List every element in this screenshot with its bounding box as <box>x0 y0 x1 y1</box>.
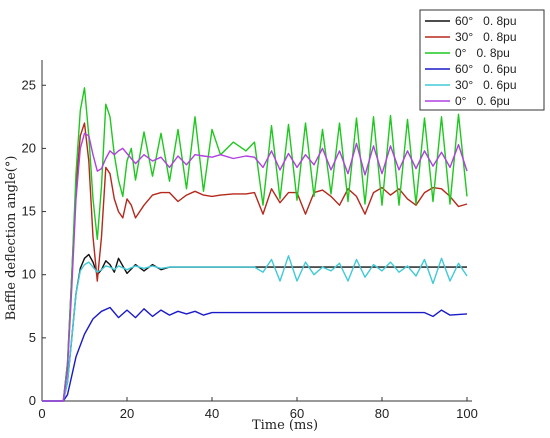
legend-label-4: 60° 0. 6pu <box>455 62 517 76</box>
x-tick-label: 40 <box>205 406 219 421</box>
y-axis-ticks: 0 5 10 15 20 25 <box>22 77 46 408</box>
series-line-3 <box>42 87 468 402</box>
legend-box <box>419 9 545 111</box>
x-tick-label: 20 <box>120 406 134 421</box>
series-line-2 <box>42 122 468 402</box>
series-lines <box>42 87 468 402</box>
y-tick-label: 0 <box>29 393 36 408</box>
series-line-6 <box>42 132 468 402</box>
x-tick-label: 0 <box>38 406 45 421</box>
x-axis-label: Time (ms) <box>252 418 318 433</box>
legend-label-3: 0° 0. 8pu <box>455 46 510 60</box>
series-line-4 <box>42 306 468 402</box>
plot-area <box>41 60 472 402</box>
legend: 60° 0. 8pu 30° 0. 8pu 0° 0. 8pu 60° 0. 6pu 3… <box>419 9 545 111</box>
y-tick-label: 20 <box>22 140 36 155</box>
series-line-1 <box>42 253 467 402</box>
legend-label-2: 30° 0. 8pu <box>455 30 517 44</box>
y-tick-label: 10 <box>22 267 36 282</box>
x-tick-label: 60 <box>290 406 304 421</box>
y-tick-label: 25 <box>22 77 36 92</box>
legend-label-6: 0° 0. 6pu <box>455 94 510 108</box>
x-axis-ticks: 0 20 40 60 80 100 <box>38 397 478 421</box>
legend-label-1: 60° 0. 8pu <box>455 14 517 28</box>
x-tick-label: 80 <box>375 406 389 421</box>
y-tick-label: 15 <box>22 204 36 219</box>
y-tick-label: 5 <box>29 330 36 345</box>
y-axis-label: Baffle deflection angle(°) <box>4 156 19 321</box>
x-tick-label: 100 <box>456 406 478 421</box>
series-line-5 <box>42 255 468 402</box>
legend-label-5: 30° 0. 6pu <box>455 78 517 92</box>
